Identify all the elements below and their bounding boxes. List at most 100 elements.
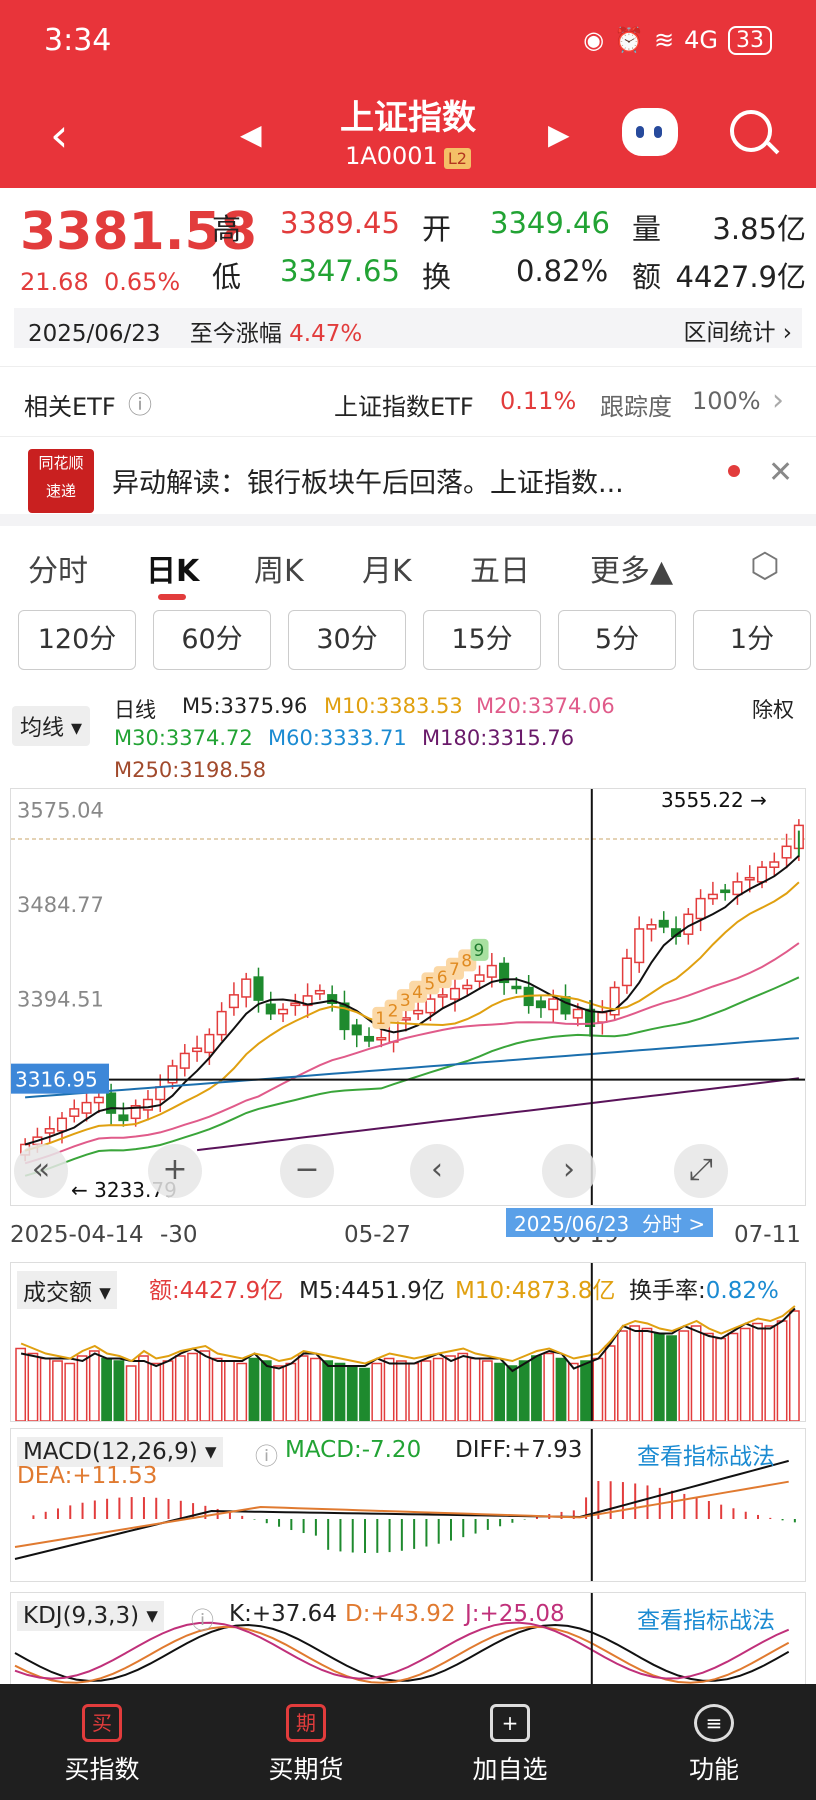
interval-60[interactable]: 60分 — [153, 610, 271, 670]
volume-panel[interactable]: 成交额 ▾ 额:4427.9亿 M5:4451.9亿 M10:4873.8亿 换… — [10, 1262, 806, 1422]
amount-label: 额 — [632, 260, 662, 294]
news-banner[interactable]: 同花顺 速递 异动解读：银行板块午后回落。上证指数... ✕ — [0, 436, 816, 522]
buy-futures-label: 买期货 — [268, 1755, 344, 1784]
scroll-left-icon[interactable]: « — [14, 1144, 68, 1198]
candle-body — [376, 1037, 387, 1041]
buy-futures-button[interactable]: 期买期货 — [226, 1704, 386, 1786]
candle-body — [44, 1128, 55, 1134]
change-pct: 0.65% — [103, 268, 181, 296]
kline-chart[interactable]: 3575.04 3484.77 3394.51 1 2 3 4 5 6 7 8 9 3316.95 355… — [10, 788, 806, 1206]
tab-weekly-k[interactable]: 周K — [254, 554, 304, 589]
help-icon[interactable]: ⓘ — [128, 391, 152, 419]
candle-body — [155, 1086, 166, 1101]
countdown-marker-text: 4 — [412, 983, 423, 1003]
news-text: 异动解读：银行板块午后回落。上证指数... — [112, 468, 624, 499]
interval-30[interactable]: 30分 — [288, 610, 406, 670]
macd-panel[interactable]: MACD(12,26,9) ▾ ⓘ MACD:-7.20 DIFF:+7.93 … — [10, 1428, 806, 1582]
kdj-panel[interactable]: KDJ(9,3,3) ▾ ⓘ K:+37.64 D:+43.92 J:+25.0… — [10, 1592, 806, 1686]
kdj-help-icon[interactable]: ⓘ — [191, 1608, 214, 1634]
candle-body — [720, 889, 731, 894]
zoom-out-icon[interactable]: − — [280, 1144, 334, 1198]
search-icon[interactable] — [730, 110, 772, 152]
j-line — [14, 1621, 790, 1680]
tab-monthly-k[interactable]: 月K — [362, 554, 412, 589]
prev-icon[interactable]: ‹ — [410, 1144, 464, 1198]
macd-strategy-link[interactable]: 查看指标战法 — [637, 1444, 775, 1470]
nav-row: ‹ ◀ 上证指数 1A0001 L2 ▶ — [0, 90, 816, 180]
candle-body — [744, 876, 755, 881]
date-row[interactable]: 2025/06/23 至今涨幅 4.47% 区间统计 › — [14, 308, 802, 348]
candle-body — [400, 1017, 411, 1021]
legend-m60: M60:3333.71 — [268, 726, 407, 750]
volume-bar — [518, 1360, 530, 1421]
next-stock-icon[interactable]: ▶ — [548, 118, 570, 151]
ma-selector[interactable]: 均线 ▾ — [12, 706, 91, 746]
interval-buttons: 120分 60分 30分 15分 5分 1分 — [18, 610, 811, 670]
zoom-in-icon[interactable]: + — [148, 1144, 202, 1198]
volume-bar — [481, 1360, 493, 1421]
interval-1[interactable]: 1分 — [693, 610, 811, 670]
diff-line — [14, 1459, 789, 1560]
buy-index-button[interactable]: 买买指数 — [22, 1704, 182, 1786]
volume-bar — [703, 1332, 714, 1421]
tab-five-day[interactable]: 五日 — [470, 554, 530, 589]
tab-more[interactable]: 更多▲ — [590, 554, 674, 589]
since-label: 至今涨幅 — [189, 321, 282, 347]
low-label: 低 — [212, 260, 242, 294]
logo-line-1: 同花顺 — [38, 454, 84, 472]
next-icon[interactable]: › — [542, 1144, 596, 1198]
volume-selector[interactable]: 成交额 ▾ — [17, 1271, 117, 1309]
volume-bar — [101, 1357, 112, 1421]
volume-bar — [64, 1362, 76, 1421]
fullscreen-icon[interactable]: ⤢ — [674, 1144, 728, 1198]
candle-body — [695, 897, 706, 920]
functions-button[interactable]: ≡ 功能 — [634, 1704, 794, 1786]
interval-5[interactable]: 5分 — [558, 610, 676, 670]
volume-bar — [76, 1355, 88, 1421]
chuquan-label[interactable]: 除权 — [752, 698, 794, 722]
candle-body — [425, 998, 436, 1014]
volume-bar — [88, 1350, 100, 1421]
robot-assistant-icon[interactable] — [622, 108, 678, 156]
volume-bar — [580, 1360, 591, 1421]
tab-daily-k[interactable]: 日K — [146, 546, 199, 600]
volume-bar — [617, 1330, 628, 1421]
close-icon[interactable]: ✕ — [768, 455, 794, 490]
interval-120[interactable]: 120分 — [18, 610, 136, 670]
crosshair-date: 2025/06/23 — [514, 1212, 630, 1236]
kdj-selector[interactable]: KDJ(9,3,3) ▾ — [17, 1601, 164, 1631]
d-line — [14, 1625, 790, 1684]
volume-bar — [727, 1332, 739, 1421]
prev-stock-icon[interactable]: ◀ — [240, 118, 262, 151]
add-watchlist-button[interactable]: + 加自选 — [430, 1704, 590, 1786]
volume-m5: M5:4451.9亿 — [299, 1278, 445, 1304]
x-axis: 2025-04-14 -30 05-27 06-19 07-11 2025/06… — [0, 1208, 816, 1256]
candle-body — [585, 1008, 596, 1027]
candle-body — [499, 962, 510, 984]
volume-bar — [752, 1322, 763, 1421]
volume-bar — [531, 1355, 542, 1421]
kline-svg: 3575.04 3484.77 3394.51 1 23 4 5 6 7 89 3316.95 355… — [11, 789, 805, 1205]
range-stats-button[interactable]: 区间统计 › — [683, 320, 792, 346]
signal-label: 4G — [684, 26, 718, 54]
etf-row[interactable]: 相关ETF ⓘ 上证指数ETF 0.11% 跟踪度 100% › — [0, 366, 816, 436]
crosshair-date-tag[interactable]: 2025/06/23 分时 > — [506, 1208, 714, 1237]
volume-bar — [739, 1327, 751, 1421]
kdj-strategy-link[interactable]: 查看指标战法 — [637, 1608, 775, 1634]
candle-body — [363, 1035, 375, 1042]
dea-line — [14, 1480, 789, 1548]
candle-body — [413, 1009, 424, 1015]
volume-bar — [27, 1352, 39, 1421]
back-arrow-icon[interactable]: ‹ — [50, 108, 69, 162]
macd-selector[interactable]: MACD(12,26,9) ▾ — [17, 1437, 223, 1467]
diff-value: DIFF:+7.93 — [455, 1437, 583, 1463]
candle-body — [167, 1065, 178, 1084]
macd-help-icon[interactable]: ⓘ — [255, 1444, 278, 1470]
interval-15[interactable]: 15分 — [423, 610, 541, 670]
macd-svg — [14, 1429, 796, 1581]
settings-hexagon-icon[interactable]: ⬡ — [750, 546, 780, 586]
tab-intraday[interactable]: 分时 — [28, 554, 88, 589]
volume-bar — [248, 1357, 260, 1421]
volume-bar — [653, 1332, 665, 1421]
legend-m20: M20:3374.06 — [476, 694, 615, 718]
